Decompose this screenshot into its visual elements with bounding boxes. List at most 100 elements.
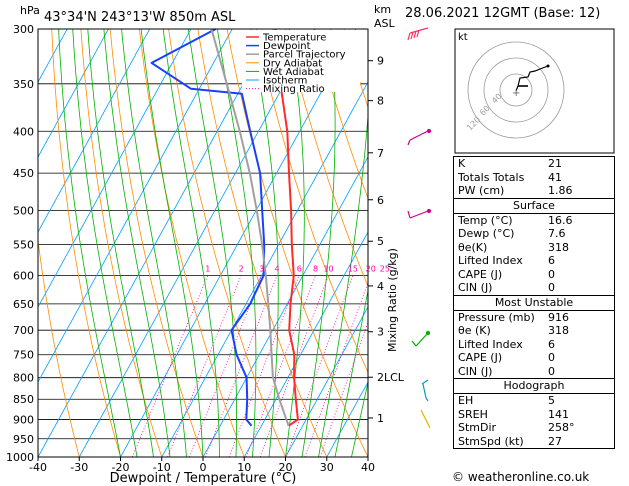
isotherm [78, 29, 315, 457]
km-label: km [374, 3, 391, 16]
hodo-label: StmDir [458, 421, 497, 434]
legend-entry: Dewpoint [263, 41, 311, 52]
indices-panel: K 21 Totals Totals 41 PW (cm) 1.86 Surface … [453, 156, 615, 449]
storm-motion-icon: + [512, 88, 520, 99]
series-temperature [274, 29, 299, 427]
pressure-tick-label: 1000 [6, 451, 34, 464]
mixing-ratio-axis-label: Mixing Ratio (g/kg) [386, 248, 399, 352]
surface-section: Surface Temp (°C) 16.6 Dewp (°C) 7.6 θe(K)… [454, 197, 614, 295]
isotherm [38, 29, 274, 457]
mu-row: Lifted Index 6 [454, 338, 614, 352]
dry-adiabat [139, 29, 245, 457]
series-parcel-trajectory [210, 29, 290, 427]
mu-value: 916 [548, 310, 569, 324]
hodograph-title: Hodograph [503, 379, 565, 392]
mu-row: CAPE (J) 0 [454, 351, 614, 365]
wind-barb-700 [411, 330, 431, 347]
pressure-tick-label: 400 [13, 125, 34, 138]
legend-entry: Mixing Ratio [263, 84, 325, 95]
km-tick-label: 8 [377, 95, 384, 108]
mixing-ratio-label: 2 [239, 264, 244, 273]
wind-barbs [407, 27, 432, 429]
mu-row: Pressure (mb) 916 [454, 311, 614, 325]
index-value: 41 [548, 170, 562, 184]
dry-adiabat [285, 29, 368, 288]
axes: 3003504004505005506006507007508008509009… [6, 23, 405, 474]
surface-value: 0 [548, 267, 555, 281]
mu-value: 0 [548, 351, 555, 364]
km-tick-label: 4 [377, 280, 384, 293]
mu-value: 0 [548, 364, 555, 378]
wet-adiabat [351, 380, 368, 457]
mixing-ratio-line [304, 281, 368, 457]
valid-time: 28.06.2021 12GMT (Base: 12) [405, 6, 601, 21]
hodo-label: EH [458, 394, 474, 407]
mu-label: Pressure (mb) [458, 310, 535, 324]
wet-adiabat [217, 29, 257, 457]
surface-label: θe(K) [458, 240, 488, 254]
mixing-ratio-label: 20 [366, 264, 376, 273]
mu-value: 318 [548, 324, 569, 337]
isotherm [38, 29, 151, 233]
most-unstable-section: Most Unstable Pressure (mb) 916 θe (K) 318… [454, 294, 614, 379]
mixing-ratio-label: 25 [380, 264, 390, 273]
mixing-ratio-label: 10 [323, 264, 333, 273]
x-axis-label: Dewpoint / Temperature (°C) [110, 471, 297, 486]
dry-adiabat [51, 29, 121, 457]
legend-background [242, 30, 360, 92]
isotherm [120, 29, 357, 457]
mixing-ratio-label: 8 [313, 264, 318, 273]
mixing-ratio-label: 6 [297, 264, 302, 273]
location-title: 43°34'N 243°13'W 850m ASL [44, 10, 236, 25]
mixing-ratio-line [228, 275, 300, 457]
index-row: Totals Totals 41 [454, 171, 614, 185]
isotherm [38, 29, 192, 308]
mixing-ratio-line [259, 275, 329, 457]
mixing-ratio-label: 1 [205, 264, 210, 273]
mu-label: CIN (J) [458, 364, 493, 378]
surface-value: 6 [548, 254, 555, 267]
wind-barb-400 [407, 128, 432, 146]
x-tick-label: 20 [279, 461, 293, 474]
index-row: PW (cm) 1.86 [454, 184, 614, 198]
mixing-ratio-label: 4 [275, 264, 280, 273]
pressure-tick-label: 500 [13, 205, 34, 218]
pressure-tick-label: 750 [13, 349, 34, 362]
pressure-tick-label: 850 [13, 393, 34, 406]
surface-value: 16.6 [548, 213, 573, 227]
dry-adiabat [38, 237, 80, 457]
wind-barb-800 [421, 379, 429, 402]
isotherm [326, 381, 368, 457]
diagram-lines [38, 29, 368, 457]
index-row: K 21 [454, 157, 614, 171]
hodo-row: StmSpd (kt) 27 [454, 435, 614, 449]
isotherm [161, 81, 368, 457]
index-label: Totals Totals [458, 170, 525, 184]
wet-adiabat [87, 29, 154, 457]
mu-label: CAPE (J) [458, 351, 503, 364]
wet-adiabat [285, 29, 305, 457]
surface-title: Surface [513, 198, 555, 212]
surface-row: Lifted Index 6 [454, 254, 614, 268]
dry-adiabat [109, 29, 204, 457]
wet-adiabat [301, 29, 336, 457]
km-tick-label: 9 [377, 55, 384, 68]
surface-row: Temp (°C) 16.6 [454, 214, 614, 228]
wet-adiabat [121, 29, 187, 457]
pressure-tick-label: 700 [13, 324, 34, 337]
hodo-value: 258° [548, 421, 575, 434]
pressure-tick-label: 800 [13, 372, 34, 385]
x-tick-label: 10 [237, 461, 251, 474]
km-tick-label: 2LCL [377, 371, 405, 384]
hodo-label: StmSpd (kt) [458, 434, 524, 448]
legend-entry: Isotherm [263, 76, 307, 87]
index-label: K [458, 157, 466, 170]
mixing-ratio-label: 3 [259, 264, 264, 273]
isotherm [285, 306, 368, 457]
mixing-ratio-label: 15 [348, 264, 358, 273]
hodo-value: 27 [548, 434, 562, 448]
surface-label: CIN (J) [458, 281, 493, 294]
surface-label: CAPE (J) [458, 267, 503, 281]
